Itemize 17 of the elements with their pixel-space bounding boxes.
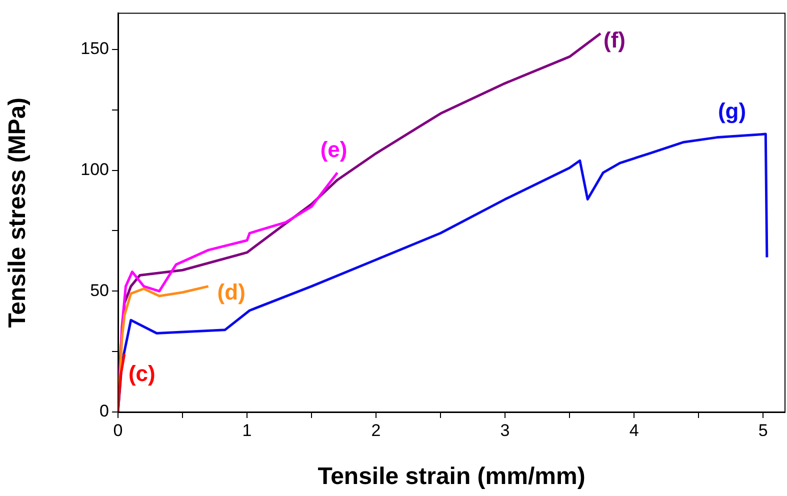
annotation: (f): [604, 28, 626, 53]
y-axis-title: Tensile stress (MPa): [4, 97, 32, 328]
x-tick-label: 0: [113, 420, 123, 440]
x-tick-label: 5: [758, 420, 768, 440]
annotation: (e): [320, 136, 348, 162]
x-axis-title: Tensile strain (mm/mm): [318, 463, 586, 490]
y-tick-label: 50: [90, 280, 109, 300]
y-tick-label: 100: [80, 160, 109, 179]
x-tick-label: 3: [500, 420, 510, 440]
annotation: (d): [217, 279, 246, 304]
y-tick-label: 150: [80, 39, 109, 58]
annotation: (c): [128, 361, 156, 386]
x-tick-label: 1: [242, 420, 252, 440]
annotation: (g): [718, 98, 746, 124]
x-tick-label: 2: [371, 420, 381, 440]
x-tick-label: 4: [629, 420, 639, 440]
y-tick-label: 0: [100, 402, 109, 421]
